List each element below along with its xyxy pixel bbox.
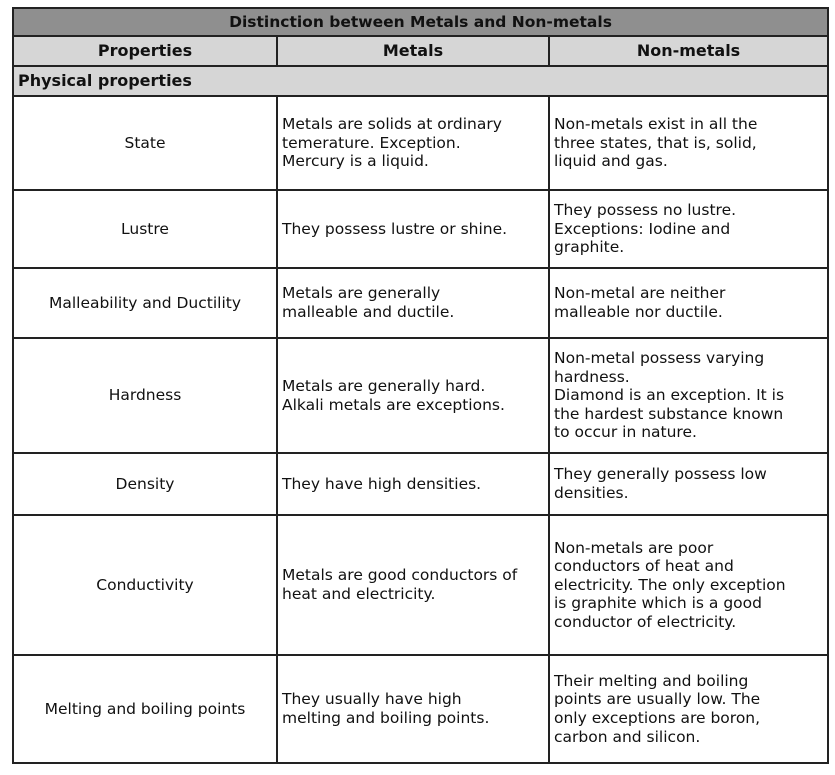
- table-row: Lustre They possess lustre or shine. The…: [12, 189, 830, 269]
- cell-line: only exceptions are boron,: [554, 709, 761, 727]
- metals-cell: Metals are solids at ordinary temerature…: [276, 95, 550, 191]
- cell-line: Non-metal are neither: [554, 284, 726, 303]
- cell-line: They have high densities.: [282, 474, 482, 493]
- cell-line: They possess lustre or shine.: [282, 219, 508, 238]
- cell-line: They possess no lustre.: [554, 201, 737, 220]
- cell-line: Non-metals are poor: [554, 538, 714, 557]
- cell-line: graphite.: [554, 238, 625, 257]
- table-title-row: Distinction between Metals and Non-metal…: [11, 7, 830, 37]
- nonmetals-cell: They generally possess low densities.: [547, 452, 830, 516]
- cell-line: malleable nor ductile.: [554, 303, 723, 321]
- cell-line: to occur in nature.: [554, 423, 697, 442]
- metals-cell: Metals are generally malleable and ducti…: [276, 267, 550, 339]
- cell-line: carbon and silicon.: [554, 727, 701, 746]
- table-row: State Metals are solids at ordinary teme…: [12, 95, 830, 191]
- property-cell: Conductivity: [12, 514, 278, 656]
- header-properties: Properties: [12, 35, 278, 67]
- table-row: Melting and boiling points They usually …: [12, 654, 830, 764]
- section-title: Physical properties: [11, 65, 830, 97]
- comparison-table-container: Distinction between Metals and Non-metal…: [11, 7, 830, 764]
- table-title: Distinction between Metals and Non-metal…: [11, 7, 830, 37]
- metals-nonmetals-table: Distinction between Metals and Non-metal…: [11, 7, 830, 764]
- cell-line: is graphite which is a good: [554, 594, 762, 613]
- cell-line: heat and electricity.: [282, 585, 436, 603]
- cell-line: conductor of electricity.: [554, 612, 737, 631]
- nonmetals-cell: Non-metals exist in all the three states…: [547, 95, 830, 191]
- cell-line: the hardest substance known: [554, 404, 784, 423]
- property-cell: Hardness: [12, 337, 278, 454]
- property-cell: Melting and boiling points: [12, 654, 278, 764]
- cell-line: Non-metal possess varying: [554, 349, 765, 368]
- section-row: Physical properties: [11, 65, 830, 97]
- nonmetals-cell: They possess no lustre. Exceptions: Iodi…: [547, 189, 830, 269]
- property-cell: Density: [12, 452, 278, 516]
- cell-line: Non-metals exist in all the: [554, 115, 758, 134]
- nonmetals-cell: Non-metal are neither malleable nor duct…: [547, 267, 830, 339]
- cell-line: Metals are good conductors of: [282, 566, 518, 585]
- property-cell: Malleability and Ductility: [12, 267, 278, 339]
- cell-line: temerature. Exception.: [282, 133, 461, 152]
- nonmetals-cell: Their melting and boiling points are usu…: [547, 654, 830, 764]
- nonmetals-cell: Non-metals are poor conductors of heat a…: [547, 514, 830, 656]
- header-nonmetals: Non-metals: [547, 35, 830, 67]
- cell-line: Metals are generally hard.: [282, 376, 486, 395]
- table-row: Malleability and Ductility Metals are ge…: [12, 267, 830, 339]
- cell-line: Mercury is a liquid.: [282, 152, 429, 171]
- cell-line: malleable and ductile.: [282, 303, 455, 321]
- column-header-row: Properties Metals Non-metals: [12, 35, 830, 67]
- cell-line: three states, that is, solid,: [554, 133, 757, 152]
- cell-line: densities.: [554, 484, 629, 502]
- metals-cell: Metals are generally hard. Alkali metals…: [276, 337, 550, 454]
- header-metals: Metals: [276, 35, 550, 67]
- table-row: Hardness Metals are generally hard. Alka…: [12, 337, 830, 454]
- cell-line: electricity. The only exception: [554, 575, 786, 594]
- metals-cell: They usually have high melting and boili…: [276, 654, 550, 764]
- cell-line: Their melting and boiling: [554, 671, 749, 690]
- cell-line: conductors of heat and: [554, 557, 734, 576]
- cell-line: Metals are generally: [282, 284, 441, 303]
- metals-cell: They possess lustre or shine.: [276, 189, 550, 269]
- table-row: Density They have high densities. They g…: [12, 452, 830, 516]
- property-cell: State: [12, 95, 278, 191]
- cell-line: Alkali metals are exceptions.: [282, 395, 505, 414]
- metals-cell: They have high densities.: [276, 452, 550, 516]
- cell-line: melting and boiling points.: [282, 709, 490, 727]
- cell-line: Diamond is an exception. It is: [554, 386, 785, 405]
- property-cell: Lustre: [12, 189, 278, 269]
- cell-line: points are usually low. The: [554, 690, 761, 709]
- nonmetals-cell: Non-metal possess varying hardness. Diam…: [547, 337, 830, 454]
- cell-line: Metals are solids at ordinary: [282, 115, 502, 134]
- cell-line: They usually have high: [282, 690, 462, 709]
- cell-line: They generally possess low: [554, 465, 767, 484]
- cell-line: hardness.: [554, 367, 630, 386]
- cell-line: liquid and gas.: [554, 152, 668, 171]
- cell-line: Exceptions: Iodine and: [554, 219, 731, 238]
- table-row: Conductivity Metals are good conductors …: [12, 514, 830, 656]
- metals-cell: Metals are good conductors of heat and e…: [276, 514, 550, 656]
